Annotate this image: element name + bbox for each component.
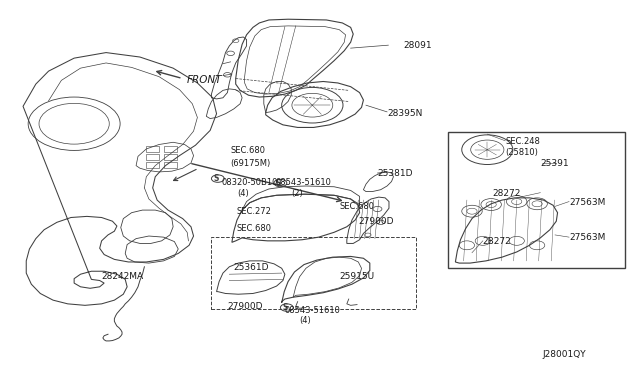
Text: 25915U: 25915U bbox=[339, 272, 374, 281]
Text: S: S bbox=[276, 179, 281, 187]
Text: 27900D: 27900D bbox=[358, 217, 394, 226]
Bar bbox=[147, 146, 159, 152]
Bar bbox=[147, 162, 159, 168]
Text: 28395N: 28395N bbox=[387, 109, 422, 118]
Text: (4): (4) bbox=[300, 316, 311, 325]
Text: 2B272: 2B272 bbox=[483, 237, 511, 246]
Bar bbox=[164, 146, 177, 152]
Text: 27900D: 27900D bbox=[227, 302, 263, 311]
Bar bbox=[164, 162, 177, 168]
Text: (69175M): (69175M) bbox=[230, 159, 271, 168]
Text: SEC.680: SEC.680 bbox=[339, 202, 374, 211]
Bar bbox=[448, 132, 625, 268]
Text: 28272: 28272 bbox=[492, 189, 521, 198]
Text: SEC.272: SEC.272 bbox=[237, 208, 272, 217]
Text: 08543-51610: 08543-51610 bbox=[285, 306, 340, 315]
Text: 25381D: 25381D bbox=[378, 169, 413, 177]
Text: 25361D: 25361D bbox=[234, 263, 269, 272]
Text: 28242MA: 28242MA bbox=[102, 272, 144, 281]
Text: SEC.680: SEC.680 bbox=[230, 146, 266, 155]
Text: 27563M: 27563M bbox=[569, 233, 605, 243]
Text: J28001QY: J28001QY bbox=[542, 350, 586, 359]
Text: 28091: 28091 bbox=[403, 41, 431, 50]
Text: FRONT: FRONT bbox=[187, 76, 223, 86]
Bar bbox=[211, 237, 416, 309]
Text: S: S bbox=[213, 174, 219, 183]
Bar bbox=[164, 154, 177, 160]
Text: S: S bbox=[282, 303, 287, 312]
Text: SEC.680: SEC.680 bbox=[237, 224, 272, 233]
Text: 27563M: 27563M bbox=[569, 198, 605, 207]
Text: 08543-51610: 08543-51610 bbox=[275, 178, 331, 187]
Text: (2): (2) bbox=[291, 189, 303, 198]
Text: 25391: 25391 bbox=[540, 159, 569, 168]
Text: (4): (4) bbox=[237, 189, 249, 198]
Text: 08320-50B10: 08320-50B10 bbox=[221, 178, 277, 187]
Text: SEC.248: SEC.248 bbox=[505, 137, 540, 146]
Text: (25810): (25810) bbox=[505, 148, 538, 157]
Bar bbox=[147, 154, 159, 160]
